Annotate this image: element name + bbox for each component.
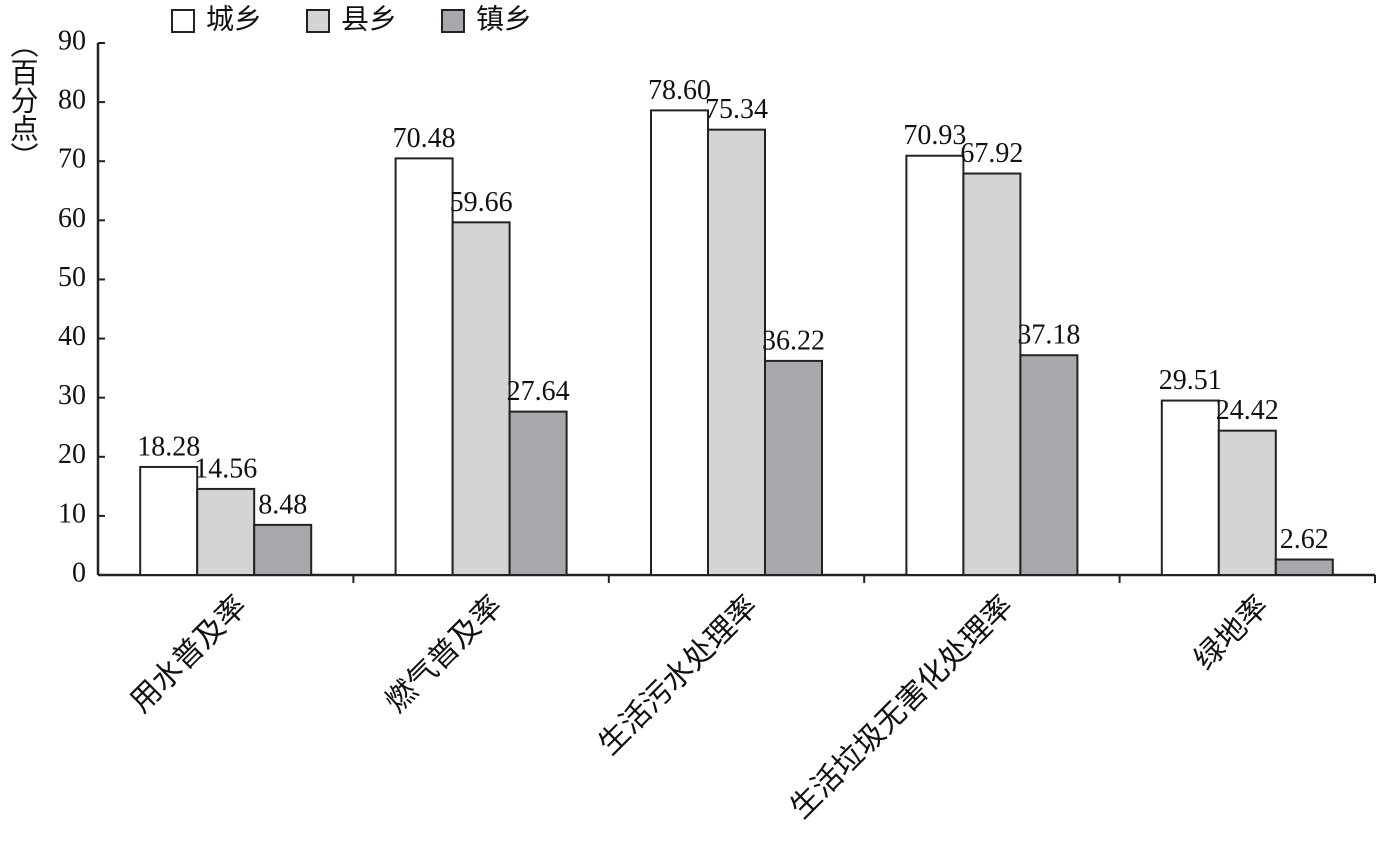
bar xyxy=(253,523,313,576)
bar xyxy=(196,487,256,577)
legend-swatch xyxy=(171,9,195,33)
x-tick-label: 绿地率 xyxy=(1188,589,1275,676)
y-axis-label: （百分点） xyxy=(7,30,39,170)
bar xyxy=(451,221,511,576)
bar xyxy=(1019,354,1079,576)
value-label: 24.42 xyxy=(1216,395,1279,426)
y-tick-label: 20 xyxy=(58,439,86,470)
bar xyxy=(650,109,709,577)
bar xyxy=(394,157,454,576)
legend-swatch xyxy=(441,9,465,33)
y-tick-label: 90 xyxy=(58,25,86,56)
y-tick-label: 40 xyxy=(58,321,86,352)
y-tick-label: 10 xyxy=(58,498,86,529)
y-tick-label: 60 xyxy=(58,203,86,234)
y-tick-label: 0 xyxy=(72,557,86,588)
x-tick-label: 用水普及率 xyxy=(124,589,253,718)
bar xyxy=(1274,558,1334,576)
value-label: 36.22 xyxy=(762,325,825,356)
x-tick-label: 生活污水处理率 xyxy=(592,589,764,761)
value-label: 78.60 xyxy=(648,75,711,106)
value-label: 67.92 xyxy=(960,138,1023,169)
y-tick-label: 30 xyxy=(58,380,86,411)
value-label: 70.93 xyxy=(903,120,966,151)
bar xyxy=(1217,429,1277,576)
x-tick-label: 燃气普及率 xyxy=(380,589,509,718)
value-label: 75.34 xyxy=(705,94,768,125)
y-tick-label: 80 xyxy=(58,85,86,116)
bar xyxy=(139,465,199,576)
value-label: 14.56 xyxy=(194,453,257,484)
value-label: 18.28 xyxy=(137,431,200,462)
bar xyxy=(508,410,568,576)
value-label: 59.66 xyxy=(450,187,513,218)
value-label: 2.62 xyxy=(1280,524,1329,555)
value-label: 29.51 xyxy=(1159,365,1222,396)
value-label: 70.48 xyxy=(393,123,456,154)
value-label: 37.18 xyxy=(1017,320,1080,351)
x-tick-label: 生活垃圾无害化处理率 xyxy=(784,589,1019,824)
bar xyxy=(905,154,965,576)
value-label: 27.64 xyxy=(507,376,570,407)
y-tick-label: 50 xyxy=(58,262,86,293)
bar xyxy=(707,128,766,576)
y-tick-label: 70 xyxy=(58,144,86,175)
legend-label: 城乡 xyxy=(206,3,262,35)
value-label: 8.48 xyxy=(258,489,307,520)
legend-label: 县乡 xyxy=(341,4,397,35)
bar xyxy=(962,172,1022,576)
legend-label: 镇乡 xyxy=(476,3,532,35)
legend-swatch xyxy=(306,9,330,33)
bar xyxy=(1160,399,1220,576)
bar xyxy=(764,359,823,577)
